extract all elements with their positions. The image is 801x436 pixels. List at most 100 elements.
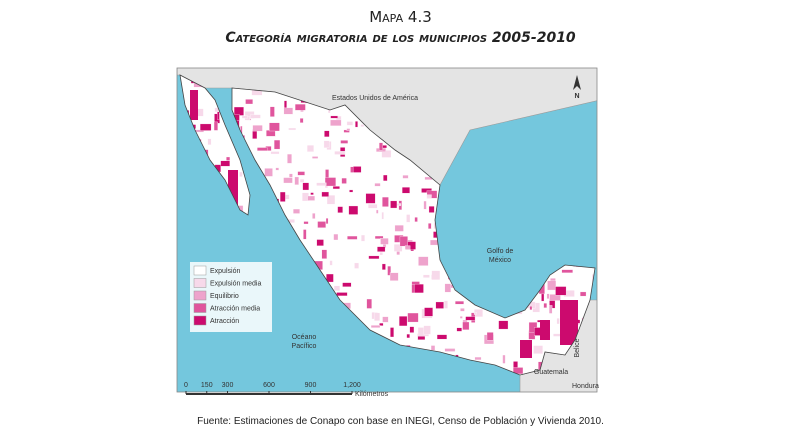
municipality — [546, 293, 550, 299]
municipality — [381, 150, 392, 158]
municipality — [316, 239, 324, 246]
municipality — [303, 229, 307, 240]
municipality — [444, 348, 456, 352]
municipality — [330, 119, 342, 126]
municipality — [537, 319, 541, 323]
municipality — [428, 223, 432, 229]
municipality — [547, 280, 557, 291]
municipality — [220, 160, 231, 167]
map-title: Categoría migratoria de los municipios 2… — [225, 30, 576, 46]
municipality — [502, 354, 506, 364]
municipality — [381, 211, 384, 220]
map-number: Mapa 4.3 — [369, 8, 432, 26]
municipality — [270, 151, 280, 155]
legend-swatch — [193, 303, 207, 313]
municipality — [414, 217, 418, 222]
scale-label: 600 — [263, 382, 275, 389]
municipality — [498, 320, 509, 330]
gulf-label: Golfo de — [487, 248, 514, 255]
legend-swatch — [193, 278, 207, 288]
municipality — [199, 123, 212, 131]
municipality — [401, 187, 410, 194]
municipality — [406, 214, 411, 223]
source-note: Fuente: Estimaciones de Conapo con base … — [197, 416, 604, 427]
municipality — [283, 177, 293, 184]
belize-label: Belice — [574, 338, 581, 357]
municipality — [418, 256, 429, 266]
municipality — [306, 145, 314, 152]
municipality — [346, 128, 351, 131]
municipality — [321, 191, 329, 197]
municipality — [269, 106, 275, 117]
municipality — [316, 182, 327, 186]
municipality — [333, 233, 339, 241]
legend-swatch — [193, 290, 207, 301]
municipality — [257, 147, 268, 151]
municipality — [245, 99, 253, 105]
municipality — [349, 189, 354, 193]
municipality — [462, 321, 470, 330]
municipality — [217, 111, 220, 120]
municipality — [443, 300, 448, 309]
municipality — [431, 270, 441, 281]
municipality — [374, 312, 381, 322]
municipality — [465, 316, 476, 321]
municipality — [580, 291, 587, 297]
municipality — [423, 200, 427, 210]
municipality — [275, 167, 279, 171]
municipality — [423, 325, 431, 335]
municipality — [377, 246, 386, 252]
municipality — [241, 115, 248, 119]
municipality — [239, 171, 243, 177]
municipality — [355, 121, 358, 128]
municipality — [406, 333, 410, 339]
municipality — [347, 235, 358, 240]
municipality — [289, 173, 293, 178]
municipality — [540, 320, 550, 340]
municipality — [294, 103, 306, 111]
municipality — [326, 273, 334, 283]
municipality — [428, 206, 435, 213]
legend-label: Expulsión media — [210, 280, 261, 287]
municipality — [379, 322, 384, 326]
municipality — [340, 140, 349, 144]
municipality — [407, 312, 419, 323]
municipality — [207, 138, 212, 145]
legend-label: Expulsión — [210, 268, 240, 275]
municipality — [379, 142, 383, 151]
municipality — [264, 168, 273, 177]
municipality — [555, 286, 567, 296]
gulf-label: México — [489, 257, 511, 264]
municipality — [394, 225, 404, 232]
municipality — [379, 252, 383, 256]
municipality — [302, 182, 310, 191]
municipality — [486, 332, 494, 341]
municipality — [297, 171, 305, 176]
scale-unit: Kilómetros — [355, 391, 389, 398]
municipality — [324, 177, 337, 187]
ocean-label: Pacífico — [292, 343, 317, 350]
honduras-label: Hondura — [572, 383, 599, 390]
municipality — [380, 238, 389, 245]
municipality — [321, 249, 328, 259]
municipality — [533, 345, 543, 354]
legend-label: Atracción — [210, 318, 239, 325]
municipality — [228, 170, 238, 210]
municipality — [389, 272, 399, 281]
municipality — [399, 236, 408, 247]
municipality — [460, 308, 465, 312]
municipality — [473, 312, 477, 315]
municipality — [366, 298, 372, 309]
municipality — [299, 179, 305, 183]
municipality — [426, 194, 432, 198]
municipality — [323, 140, 330, 148]
municipality — [556, 318, 560, 325]
municipality — [329, 260, 333, 266]
municipality — [430, 345, 436, 351]
municipality — [376, 209, 379, 214]
municipality — [324, 130, 330, 138]
north-label: N — [574, 93, 579, 100]
municipality — [382, 316, 389, 323]
municipality — [334, 151, 346, 155]
ocean-label: Océano — [292, 334, 317, 341]
